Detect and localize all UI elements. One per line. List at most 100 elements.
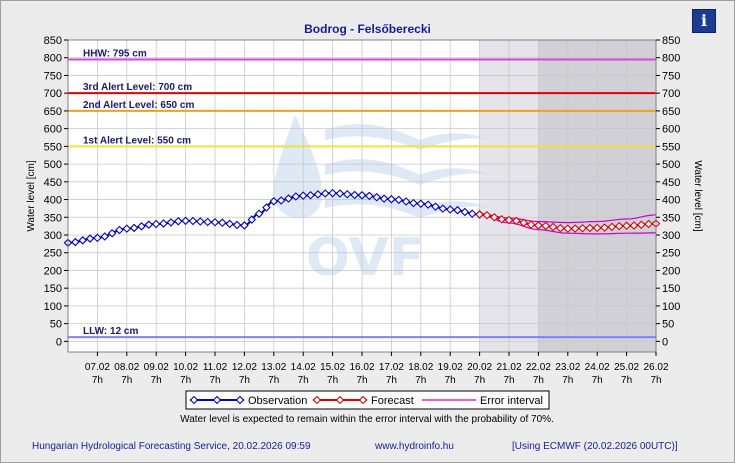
observation-marker [445,205,455,214]
y-tick-label: 800 [44,53,62,65]
x-tick-label-date: 09.02 [144,362,169,373]
x-tick-label-hour: 7h [268,375,279,386]
x-tick-label-date: 12.02 [232,362,257,373]
observation-marker [137,222,146,231]
y-axis-label-left: Water level [cm] [26,160,37,232]
x-tick-label-hour: 7h [327,375,338,386]
probability-note: Water level is expected to remain within… [180,414,554,425]
y-tick-label: 550 [44,141,62,153]
observation-marker [232,220,242,230]
observation-marker [262,203,271,212]
observation-marker [313,190,323,199]
legend-observation-marker [189,395,199,405]
forecast-marker [607,222,617,232]
reference-lines: HHW: 795 cm 3rd Alert Level: 700 cm 2nd Al… [68,49,656,339]
x-tick-label-date: 18.02 [408,362,433,373]
forecast-marker [548,222,558,232]
observation-marker [71,237,80,247]
forecast-marker [592,223,602,233]
forecast-marker [497,215,506,224]
x-tick-label-date: 21.02 [496,362,521,373]
footer-model-info: [Using ECMWF (20.02.2026 00UTC)] [512,441,678,452]
x-tick-label-hour: 7h [474,375,485,386]
x-tick-label-hour: 7h [415,375,426,386]
observation-marker [173,217,183,226]
y-tick-label: 300 [44,230,62,242]
x-tick-label-hour: 7h [445,375,456,386]
legend-forecast-label: Forecast [371,395,414,407]
legend-observation-marker [212,395,222,405]
x-tick-label-hour: 7h [239,375,250,386]
y-axis-label-right: Water level [cm] [692,160,703,232]
legend-box [185,390,550,410]
observation-marker [115,225,124,235]
y-tick-label: 700 [44,88,62,100]
x-tick-label-date: 13.02 [261,362,286,373]
observation-marker [387,194,396,204]
observation-marker [129,223,139,233]
y-tick-label: 0 [662,336,668,348]
observation-marker [335,189,345,198]
y-tick-label: 400 [662,195,680,207]
y-tick-label: 400 [44,195,62,207]
forecast-marker [519,218,528,228]
observation-marker [225,219,234,229]
observation-marker [343,189,352,199]
observation-marker [284,194,293,203]
observation-marker [416,199,426,209]
observation-marker [151,219,161,229]
y-tick-label: 350 [662,212,680,224]
observation-marker [181,216,190,226]
forecast-marker [570,224,580,233]
observation-marker [306,191,315,200]
observation-marker [269,197,279,206]
observation-marker [379,194,389,203]
observation-marker [196,217,205,226]
y-tick-label: 200 [44,265,62,277]
forecast-marker [475,210,484,219]
x-tick-label-hour: 7h [209,375,220,386]
x-tick-label-date: 25.02 [614,362,639,373]
y-tick-label: 50 [50,319,62,331]
observation-marker [453,205,462,215]
forecast-marker [622,221,631,231]
x-tick-label-date: 24.02 [585,362,610,373]
y-tick-label: 100 [662,301,680,313]
x-tick-label-date: 16.02 [349,362,374,373]
x-tick-label-date: 19.02 [438,362,463,373]
observation-marker [365,191,374,201]
reference-line-label: HHW: 795 cm [83,49,147,60]
y-axis-right: 0 50 100 150 200 250 300 350 400 450 500 550 600 650 7… [656,35,680,348]
x-tick-label-date: 20.02 [467,362,492,373]
observation-marker [298,191,308,200]
observation-marker [240,221,249,230]
forecast-marker [541,221,551,231]
y-tick-label: 300 [662,230,680,242]
footer-website-link[interactable]: www.hydroinfo.hu [375,441,454,452]
forecast-marker [614,221,624,231]
forecast-marker [644,219,653,229]
observation-marker [357,191,367,200]
legend-forecast-marker [335,395,345,405]
observation-marker [254,209,264,219]
x-tick-label-date: 14.02 [291,362,316,373]
water-level-chart: OVF HHW: 795 cm 3rd Alert Level: 700 cm 2n… [26,35,703,425]
legend-observation-marker [235,395,245,405]
observation-marker [247,215,257,224]
info-icon[interactable]: i [692,9,716,33]
forecast-marker [556,223,565,233]
observation-marker [460,207,470,217]
x-tick-label-date: 17.02 [379,362,404,373]
observation-marker [188,216,198,226]
legend-error-interval-label: Error interval [480,395,543,407]
watermark-text: OVF [306,228,425,288]
x-tick-label-date: 07.02 [85,362,110,373]
watermark-logo: OVF [273,115,490,288]
y-tick-label: 750 [44,70,62,82]
reference-line-label: 3rd Alert Level: 700 cm [83,82,192,93]
observation-marker [122,224,132,233]
observation-marker [328,188,337,198]
x-tick-label-hour: 7h [592,375,603,386]
x-tick-label-date: 23.02 [555,362,580,373]
observation-marker [78,236,87,245]
